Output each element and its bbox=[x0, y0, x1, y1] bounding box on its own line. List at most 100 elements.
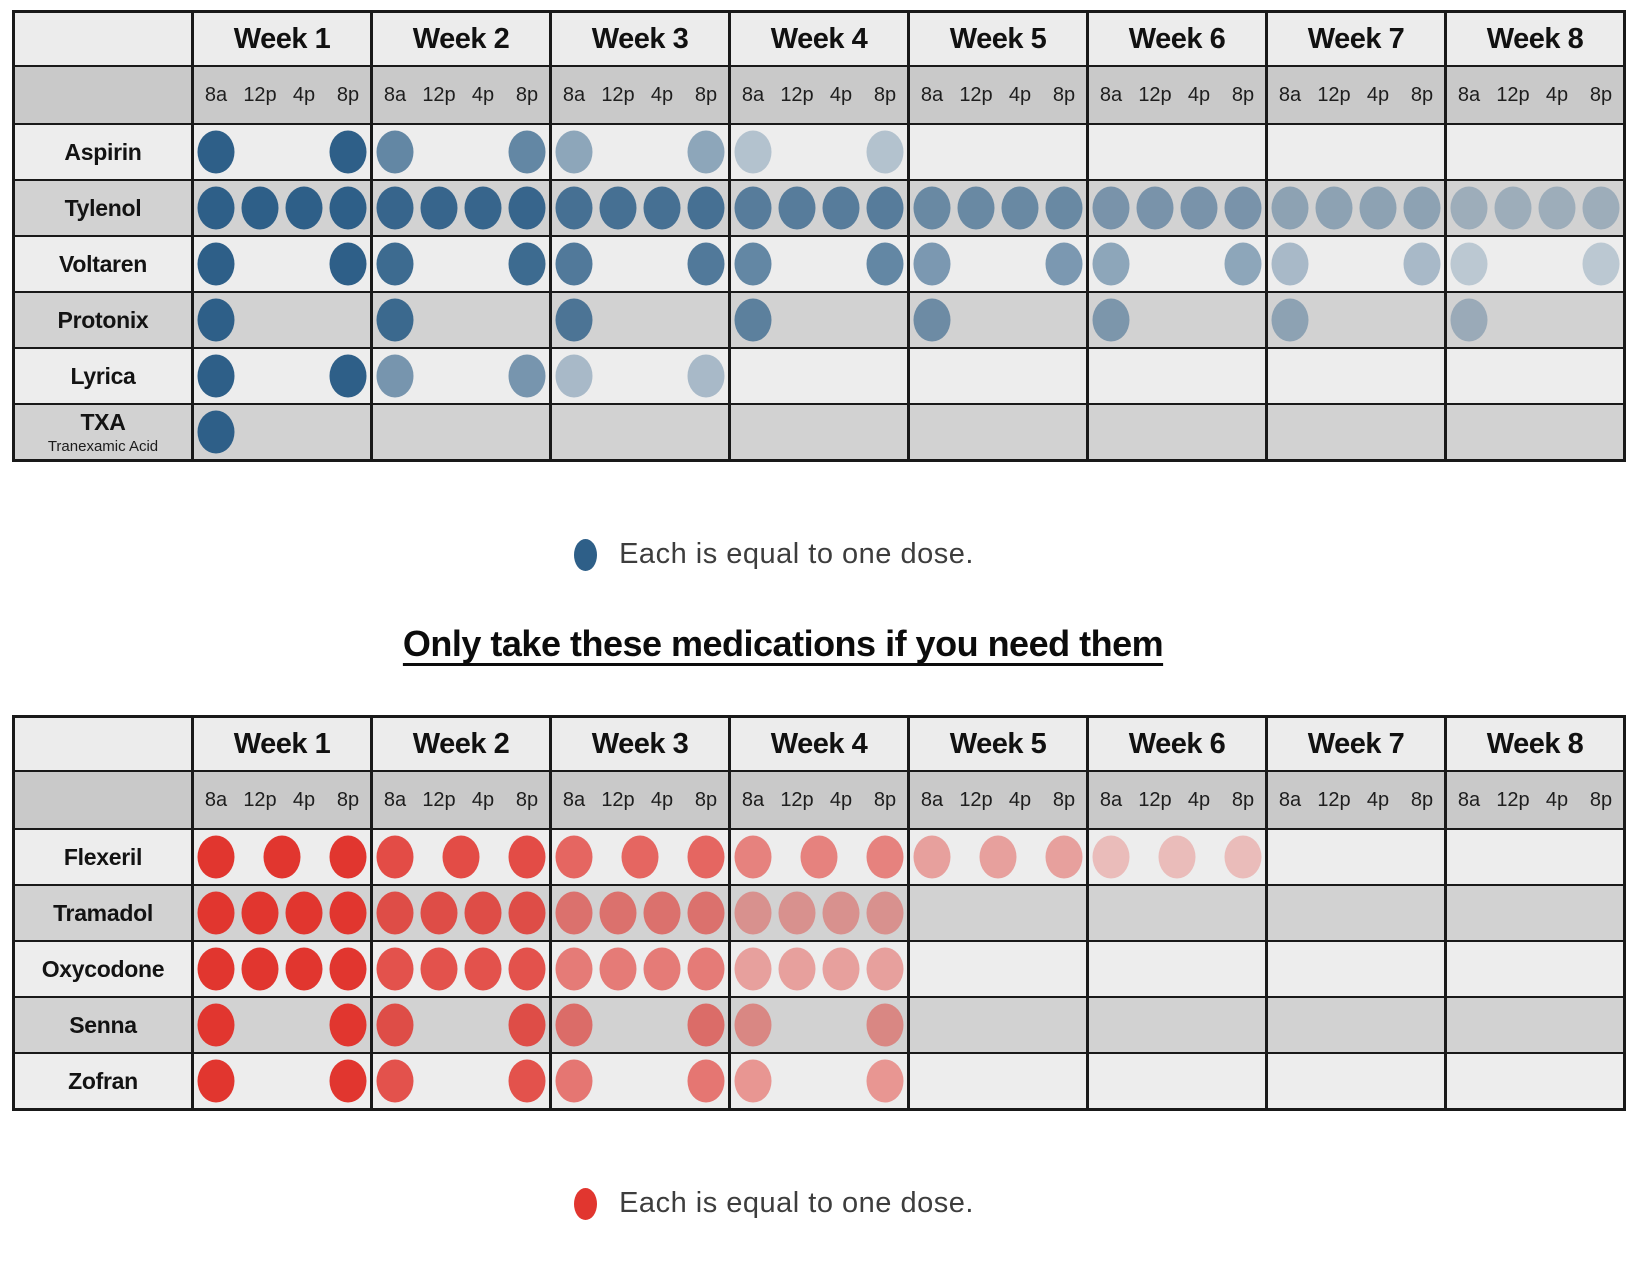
dose-cell bbox=[552, 237, 728, 291]
time-label: 8a bbox=[1457, 83, 1481, 106]
dose-dot bbox=[329, 1059, 367, 1103]
dose-cell bbox=[910, 998, 1086, 1052]
week-header: Week 6 bbox=[1089, 718, 1265, 770]
time-label: 4p bbox=[1187, 788, 1211, 811]
dose-dot bbox=[866, 1059, 904, 1103]
dose-dot bbox=[913, 298, 951, 342]
dose-dot bbox=[555, 186, 593, 230]
dose-dot bbox=[822, 891, 860, 935]
dose-dot bbox=[866, 242, 904, 286]
time-label: 8p bbox=[1589, 788, 1613, 811]
dose-dot bbox=[1450, 242, 1488, 286]
dose-dot bbox=[555, 1003, 593, 1047]
dose-dot bbox=[464, 891, 502, 935]
dose-cell bbox=[1447, 181, 1623, 235]
dose-dot bbox=[197, 1003, 235, 1047]
dose-cell bbox=[373, 237, 549, 291]
dose-dot bbox=[687, 186, 725, 230]
dose-cell bbox=[1089, 830, 1265, 884]
dose-dot bbox=[1582, 242, 1620, 286]
time-label: 8a bbox=[383, 83, 407, 106]
dose-cell bbox=[1089, 349, 1265, 403]
dose-dot bbox=[1359, 186, 1397, 230]
dose-dot bbox=[1538, 186, 1576, 230]
dose-cell bbox=[373, 1054, 549, 1108]
time-label: 12p bbox=[601, 83, 635, 106]
dose-cell bbox=[731, 886, 907, 940]
dose-cell bbox=[1447, 349, 1623, 403]
dose-cell bbox=[194, 942, 370, 996]
time-label: 12p bbox=[1317, 83, 1351, 106]
dose-dot bbox=[555, 947, 593, 991]
dose-cell bbox=[552, 998, 728, 1052]
dose-dot bbox=[1158, 835, 1196, 879]
dose-cell bbox=[1268, 293, 1444, 347]
section-title: Only take these medications if you need … bbox=[402, 623, 1164, 664]
dose-dot bbox=[197, 186, 235, 230]
dose-dot bbox=[197, 242, 235, 286]
time-label: 4p bbox=[650, 788, 674, 811]
dose-cell bbox=[1268, 942, 1444, 996]
week-header: Week 7 bbox=[1268, 718, 1444, 770]
time-label: 8a bbox=[1099, 788, 1123, 811]
dose-cell bbox=[373, 830, 549, 884]
dose-dot bbox=[734, 186, 772, 230]
dose-cell bbox=[194, 237, 370, 291]
medication-name: Oxycodone bbox=[41, 955, 165, 982]
medication-label: Tramadol bbox=[15, 886, 191, 940]
dose-cell bbox=[1268, 886, 1444, 940]
dose-cell bbox=[194, 998, 370, 1052]
scheduled-legend: Each is equal to one dose. bbox=[0, 538, 1593, 571]
time-label: 8p bbox=[515, 83, 539, 106]
dose-dot bbox=[329, 891, 367, 935]
dose-cell bbox=[373, 349, 549, 403]
dose-dot bbox=[1224, 186, 1262, 230]
medication-label: Zofran bbox=[15, 1054, 191, 1108]
dose-dot bbox=[329, 354, 367, 398]
dose-cell bbox=[1447, 125, 1623, 179]
dose-dot bbox=[376, 354, 414, 398]
dose-dot bbox=[555, 891, 593, 935]
time-label: 8p bbox=[1052, 83, 1076, 106]
dose-cell bbox=[552, 349, 728, 403]
dose-dot bbox=[508, 130, 546, 174]
time-label: 8p bbox=[1410, 83, 1434, 106]
dose-dot bbox=[1180, 186, 1218, 230]
dose-dot bbox=[778, 947, 816, 991]
dose-dot bbox=[1450, 186, 1488, 230]
week-header: Week 6 bbox=[1089, 13, 1265, 65]
dose-cell bbox=[1447, 886, 1623, 940]
dose-cell bbox=[373, 886, 549, 940]
dose-dot bbox=[778, 891, 816, 935]
dose-cell bbox=[552, 942, 728, 996]
dose-cell bbox=[1447, 942, 1623, 996]
dose-dot bbox=[555, 298, 593, 342]
medication-name: TXA bbox=[80, 409, 126, 435]
table-corner-cell bbox=[15, 13, 191, 65]
dose-dot bbox=[420, 186, 458, 230]
dose-cell bbox=[910, 125, 1086, 179]
dose-cell bbox=[1447, 1054, 1623, 1108]
dose-cell bbox=[731, 125, 907, 179]
red-dose-dot-icon bbox=[574, 1187, 598, 1220]
dose-cell bbox=[194, 1054, 370, 1108]
dose-cell bbox=[1447, 237, 1623, 291]
dose-cell bbox=[910, 293, 1086, 347]
dose-cell bbox=[731, 998, 907, 1052]
dose-dot bbox=[1403, 242, 1441, 286]
dose-cell bbox=[1089, 293, 1265, 347]
dose-dot bbox=[1092, 242, 1130, 286]
dose-dot bbox=[599, 186, 637, 230]
dose-cell bbox=[194, 293, 370, 347]
week-header: Week 5 bbox=[910, 13, 1086, 65]
dose-dot bbox=[913, 186, 951, 230]
time-label: 8a bbox=[383, 788, 407, 811]
medication-label: Voltaren bbox=[15, 237, 191, 291]
dose-cell bbox=[731, 349, 907, 403]
dose-cell bbox=[194, 830, 370, 884]
dose-dot bbox=[197, 1059, 235, 1103]
dose-cell bbox=[373, 405, 549, 459]
dose-cell bbox=[731, 942, 907, 996]
time-label: 4p bbox=[650, 83, 674, 106]
dose-dot bbox=[1224, 242, 1262, 286]
